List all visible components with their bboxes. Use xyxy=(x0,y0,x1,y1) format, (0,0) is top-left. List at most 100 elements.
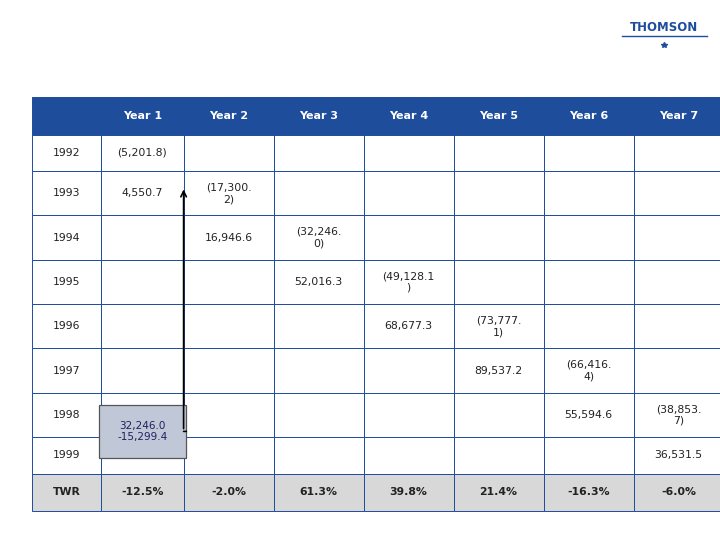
Bar xyxy=(544,304,634,348)
Bar xyxy=(634,97,720,134)
Bar xyxy=(634,304,720,348)
Bar xyxy=(634,437,720,474)
Bar xyxy=(274,437,364,474)
Text: 1994: 1994 xyxy=(53,233,81,242)
Text: 1992: 1992 xyxy=(53,148,81,158)
Text: Year 3: Year 3 xyxy=(299,111,338,121)
Text: (17,300.
2): (17,300. 2) xyxy=(206,183,251,204)
Text: (32,246.
0): (32,246. 0) xyxy=(296,227,341,248)
Bar xyxy=(274,97,364,134)
Bar xyxy=(32,304,101,348)
Bar xyxy=(101,260,184,304)
Bar xyxy=(364,348,454,393)
Bar xyxy=(634,260,720,304)
Bar xyxy=(454,171,544,215)
Text: 1999: 1999 xyxy=(53,450,81,460)
Bar xyxy=(544,437,634,474)
Bar xyxy=(184,304,274,348)
Bar xyxy=(454,260,544,304)
Bar xyxy=(184,437,274,474)
Text: Year 4: Year 4 xyxy=(389,111,428,121)
Text: 61.3%: 61.3% xyxy=(300,488,338,497)
Text: 39.8%: 39.8% xyxy=(390,488,428,497)
Bar xyxy=(634,171,720,215)
Bar xyxy=(454,393,544,437)
Bar xyxy=(634,474,720,511)
Bar xyxy=(364,474,454,511)
Text: 1993: 1993 xyxy=(53,188,81,198)
Text: 52,016.3: 52,016.3 xyxy=(294,277,343,287)
Bar xyxy=(544,393,634,437)
Text: TWR: TWR xyxy=(53,488,81,497)
Bar xyxy=(454,348,544,393)
Text: -6.0%: -6.0% xyxy=(661,488,696,497)
Bar xyxy=(101,97,184,134)
Bar xyxy=(364,171,454,215)
Bar xyxy=(454,215,544,260)
Text: 4,550.7: 4,550.7 xyxy=(122,188,163,198)
Text: Year 7: Year 7 xyxy=(659,111,698,121)
Text: (38,853.
7): (38,853. 7) xyxy=(656,404,701,426)
Bar xyxy=(364,393,454,437)
Bar xyxy=(101,393,184,437)
Text: 1998: 1998 xyxy=(53,410,81,420)
Bar xyxy=(101,474,184,511)
Bar xyxy=(544,134,634,171)
Text: 55,594.6: 55,594.6 xyxy=(564,410,613,420)
Bar xyxy=(184,348,274,393)
Bar xyxy=(184,97,274,134)
Text: Year 6: Year 6 xyxy=(569,111,608,121)
Bar xyxy=(454,134,544,171)
Text: Cashflows for Time Weighted Returns: Cashflows for Time Weighted Returns xyxy=(11,29,485,49)
Bar xyxy=(101,215,184,260)
Bar xyxy=(634,215,720,260)
Bar xyxy=(101,134,184,171)
Bar xyxy=(544,260,634,304)
Bar xyxy=(32,474,101,511)
Bar xyxy=(32,393,101,437)
Bar xyxy=(101,171,184,215)
Bar xyxy=(32,260,101,304)
Bar xyxy=(32,348,101,393)
Bar xyxy=(99,405,186,457)
Text: Year 1: Year 1 xyxy=(122,111,162,121)
Text: Year 2: Year 2 xyxy=(209,111,248,121)
Bar xyxy=(544,474,634,511)
Bar xyxy=(274,474,364,511)
Bar xyxy=(454,474,544,511)
Bar xyxy=(32,215,101,260)
Text: 1996: 1996 xyxy=(53,321,81,331)
Bar xyxy=(184,134,274,171)
Text: 1995: 1995 xyxy=(53,277,81,287)
Text: 16,946.6: 16,946.6 xyxy=(204,233,253,242)
Text: (49,128.1
): (49,128.1 ) xyxy=(382,271,435,293)
Bar xyxy=(544,348,634,393)
Bar xyxy=(364,134,454,171)
Bar xyxy=(184,393,274,437)
Bar xyxy=(364,304,454,348)
Bar xyxy=(32,437,101,474)
Text: -16.3%: -16.3% xyxy=(567,488,610,497)
Bar xyxy=(184,260,274,304)
Bar xyxy=(274,215,364,260)
Text: THOMSON: THOMSON xyxy=(630,21,698,34)
Bar xyxy=(634,134,720,171)
Bar xyxy=(634,348,720,393)
Bar xyxy=(364,437,454,474)
Bar xyxy=(184,171,274,215)
Bar xyxy=(32,134,101,171)
Bar xyxy=(101,348,184,393)
Bar xyxy=(184,474,274,511)
Text: -12.5%: -12.5% xyxy=(121,488,163,497)
Bar xyxy=(364,97,454,134)
Bar xyxy=(274,393,364,437)
Bar xyxy=(32,171,101,215)
Bar xyxy=(274,304,364,348)
Text: 68,677.3: 68,677.3 xyxy=(384,321,433,331)
Text: 1997: 1997 xyxy=(53,366,81,375)
Text: (66,416.
4): (66,416. 4) xyxy=(566,360,611,381)
Text: 89,537.2: 89,537.2 xyxy=(474,366,523,375)
Bar xyxy=(101,437,184,474)
Bar xyxy=(544,215,634,260)
Bar xyxy=(364,215,454,260)
